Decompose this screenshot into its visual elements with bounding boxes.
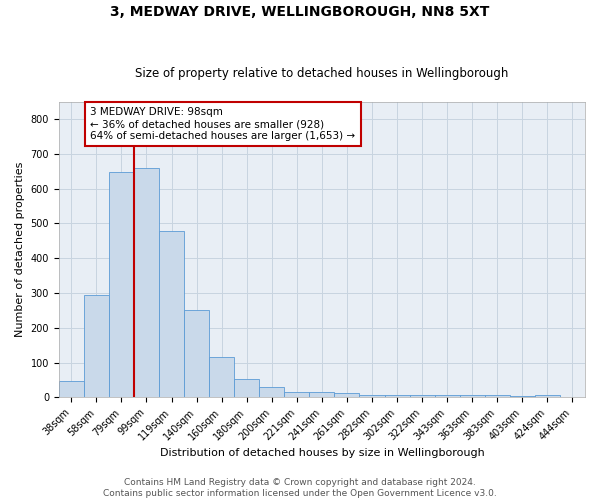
Bar [259, 387, 284, 398]
Bar [410, 394, 434, 398]
Bar [460, 394, 485, 398]
X-axis label: Distribution of detached houses by size in Wellingborough: Distribution of detached houses by size … [160, 448, 484, 458]
Text: Contains HM Land Registry data © Crown copyright and database right 2024.
Contai: Contains HM Land Registry data © Crown c… [103, 478, 497, 498]
Bar [485, 394, 510, 398]
Bar [334, 393, 359, 398]
Bar [385, 395, 410, 398]
Bar [159, 231, 184, 398]
Bar [59, 380, 84, 398]
Bar [234, 379, 259, 398]
Bar [209, 358, 234, 398]
Text: 3, MEDWAY DRIVE, WELLINGBOROUGH, NN8 5XT: 3, MEDWAY DRIVE, WELLINGBOROUGH, NN8 5XT [110, 5, 490, 19]
Bar [310, 392, 334, 398]
Text: 3 MEDWAY DRIVE: 98sqm
← 36% of detached houses are smaller (928)
64% of semi-det: 3 MEDWAY DRIVE: 98sqm ← 36% of detached … [91, 108, 355, 140]
Bar [535, 394, 560, 398]
Bar [184, 310, 209, 398]
Bar [359, 395, 385, 398]
Bar [109, 172, 134, 398]
Bar [284, 392, 310, 398]
Bar [510, 396, 535, 398]
Bar [84, 296, 109, 398]
Title: Size of property relative to detached houses in Wellingborough: Size of property relative to detached ho… [135, 66, 509, 80]
Bar [434, 394, 460, 398]
Bar [134, 168, 159, 398]
Y-axis label: Number of detached properties: Number of detached properties [15, 162, 25, 337]
